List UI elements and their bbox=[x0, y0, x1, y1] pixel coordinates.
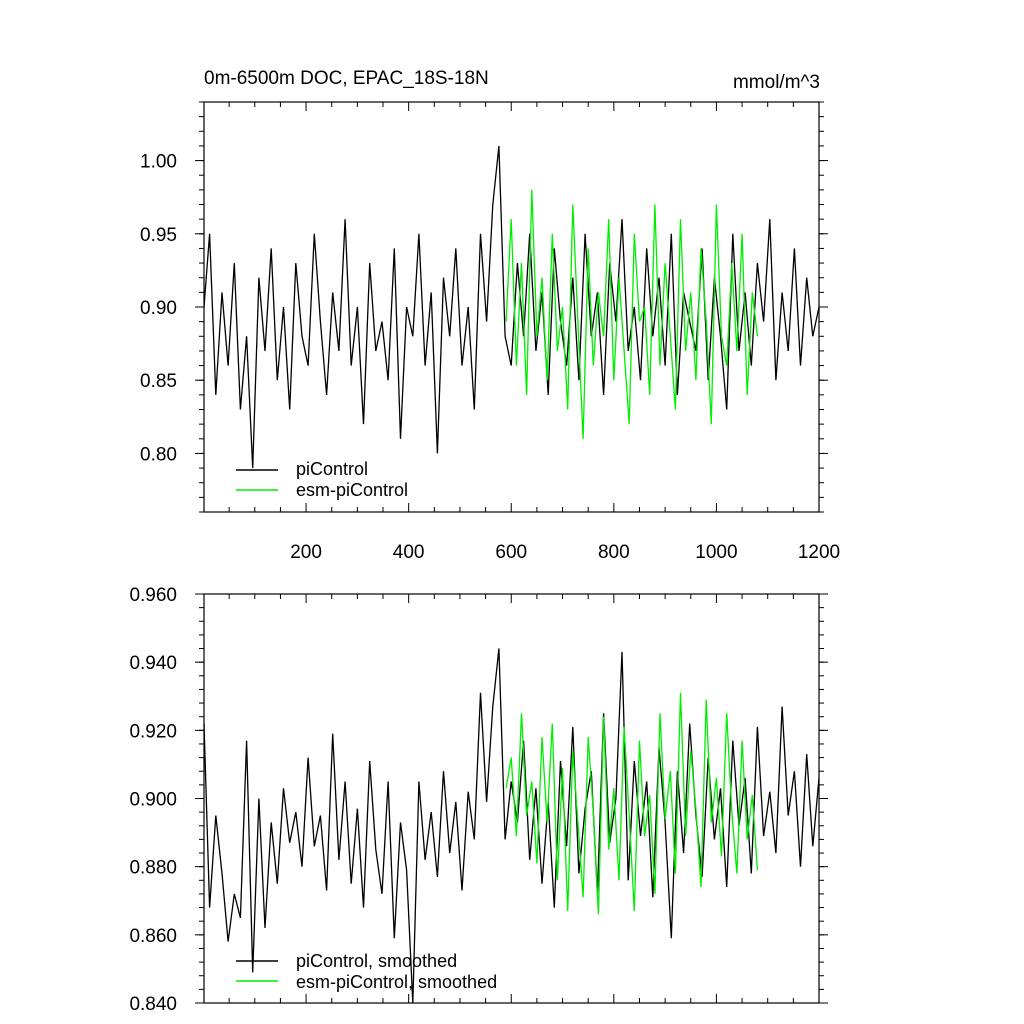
top-panel: 0m-6500m DOC, EPAC_18S-18N mmol/m^3 0.80… bbox=[140, 68, 840, 563]
top-ticks bbox=[195, 101, 828, 513]
top-series-esm-picontrol-line bbox=[505, 189, 759, 439]
top-title: 0m-6500m DOC, EPAC_18S-18N bbox=[204, 68, 489, 89]
top-units: mmol/m^3 bbox=[733, 72, 820, 93]
top-xtick-label-3: 800 bbox=[598, 542, 630, 563]
top-legend-label-esm-picontrol: esm-piControl bbox=[296, 480, 408, 500]
top-ytick-label-4: 1.00 bbox=[140, 152, 177, 173]
top-xtick-label-0: 200 bbox=[290, 542, 322, 563]
bottom-ytick-label-1: 0.860 bbox=[129, 926, 177, 947]
top-xtick-label-4: 1000 bbox=[695, 542, 737, 563]
top-ytick-label-2: 0.90 bbox=[140, 298, 177, 319]
top-xtick-label-1: 400 bbox=[393, 542, 425, 563]
top-series-picontrol-line bbox=[203, 145, 820, 469]
bottom-ytick-label-0: 0.840 bbox=[129, 994, 177, 1015]
bottom-ytick-label-6: 0.960 bbox=[129, 585, 177, 606]
bottom-ytick-label-4: 0.920 bbox=[129, 721, 177, 742]
bottom-series-picontrol-smoothed-line bbox=[203, 648, 820, 1004]
bottom-panel: 0.840 0.860 0.880 0.900 0.920 0.940 0.96… bbox=[129, 585, 828, 1015]
top-y-tick-labels: 0.80 0.85 0.90 0.95 1.00 bbox=[140, 152, 177, 466]
bottom-series-esm-picontrol-smoothed-line bbox=[505, 692, 759, 915]
top-ytick-label-0: 0.80 bbox=[140, 444, 177, 465]
top-x-tick-labels: 200 400 600 800 1000 1200 bbox=[290, 542, 840, 563]
bottom-ytick-label-2: 0.880 bbox=[129, 858, 177, 879]
top-xtick-label-2: 600 bbox=[495, 542, 527, 563]
bottom-ticks bbox=[195, 593, 828, 1004]
top-plot-frame bbox=[203, 101, 820, 513]
top-legend-label-picontrol: piControl bbox=[296, 459, 368, 479]
bottom-plot-frame bbox=[203, 593, 820, 1004]
bottom-ytick-label-3: 0.900 bbox=[129, 790, 177, 811]
bottom-ytick-label-5: 0.940 bbox=[129, 653, 177, 674]
bottom-legend-label-picontrol-smoothed: piControl, smoothed bbox=[296, 951, 457, 971]
bottom-legend: piControl, smoothed esm-piControl, smoot… bbox=[236, 951, 497, 992]
top-ytick-label-1: 0.85 bbox=[140, 371, 177, 392]
bottom-legend-label-esm-picontrol-smoothed: esm-piControl, smoothed bbox=[296, 972, 497, 992]
bottom-y-tick-labels: 0.840 0.860 0.880 0.900 0.920 0.940 0.96… bbox=[129, 585, 177, 1015]
top-ytick-label-3: 0.95 bbox=[140, 225, 177, 246]
top-legend: piControl esm-piControl bbox=[236, 459, 408, 500]
top-xtick-label-5: 1200 bbox=[798, 542, 840, 563]
